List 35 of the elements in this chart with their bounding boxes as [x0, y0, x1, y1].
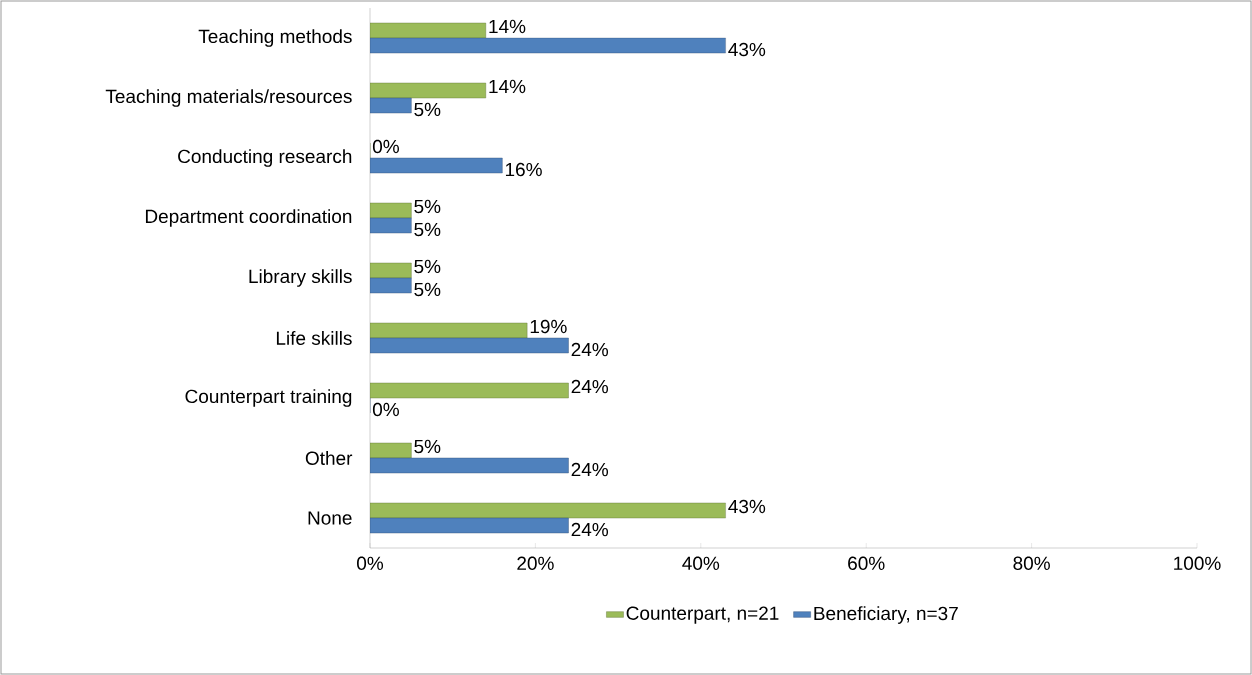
data-label: 5%: [414, 199, 441, 214]
data-label: 5%: [414, 102, 441, 117]
y-tick-label: None: [308, 511, 352, 525]
data-label: 24%: [571, 379, 609, 394]
legend-label: Beneficiary, n=37: [814, 606, 958, 624]
data-label: 5%: [414, 439, 441, 454]
x-tick-label: 100%: [1174, 556, 1221, 570]
data-label: 5%: [414, 259, 441, 274]
x-tick-label: 40%: [682, 556, 720, 570]
data-label: 43%: [728, 42, 766, 57]
y-tick-label: Other: [305, 451, 353, 465]
legend-label: Counterpart, n=21: [626, 606, 779, 624]
data-label: 14%: [489, 79, 526, 94]
data-label: 24%: [571, 462, 609, 477]
y-tick-label: Teaching methods: [198, 29, 352, 47]
data-label: 14%: [489, 19, 526, 34]
y-tick-label: Conducting research: [178, 149, 352, 167]
y-tick-label: Library skills: [249, 269, 352, 287]
y-tick-label: Teaching materials/resources: [105, 89, 352, 107]
data-label: 5%: [414, 282, 441, 297]
y-tick-label: Counterpart training: [185, 389, 352, 407]
data-label: 43%: [728, 499, 766, 514]
data-label: 19%: [530, 319, 567, 334]
data-label: 0%: [372, 402, 399, 417]
data-label: 5%: [414, 222, 441, 237]
y-tick-label: Department coordination: [145, 209, 352, 227]
x-tick-label: 80%: [1013, 556, 1050, 570]
data-label: 16%: [505, 162, 542, 177]
x-tick-label: 20%: [517, 556, 554, 570]
y-tick-label: Life skills: [276, 331, 352, 345]
data-label: 24%: [571, 342, 609, 357]
data-label: 0%: [372, 139, 399, 154]
data-label: 24%: [571, 522, 609, 537]
x-tick-label: 0%: [357, 556, 384, 570]
x-tick-label: 60%: [848, 556, 885, 570]
